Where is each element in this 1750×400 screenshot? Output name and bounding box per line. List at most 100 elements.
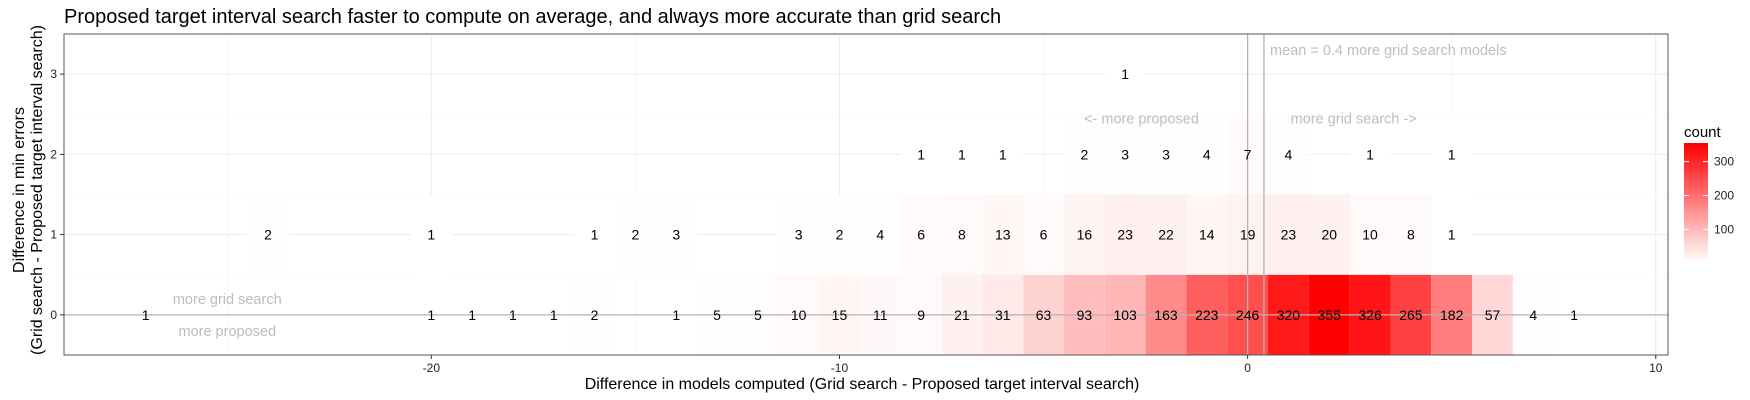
y-tick-label: 3 — [50, 67, 57, 81]
cell-count-label: 7 — [1244, 146, 1252, 162]
cell-count-label: 6 — [917, 227, 925, 243]
heatmap-cell — [819, 194, 860, 275]
heatmap-cell — [941, 194, 983, 275]
x-tick-label: -10 — [831, 361, 849, 375]
heatmap-cell — [614, 194, 656, 275]
cell-count-label: 15 — [832, 307, 848, 323]
cell-count-label: 13 — [995, 227, 1011, 243]
cell-count-label: 4 — [1203, 146, 1211, 162]
cell-count-label: 4 — [876, 227, 884, 243]
cell-count-label: 20 — [1321, 227, 1337, 243]
y-tick-label: 1 — [50, 228, 57, 242]
heatmap-cell — [1268, 194, 1309, 275]
heatmap-cell — [1349, 114, 1391, 195]
heatmap-cell — [1308, 194, 1350, 275]
cell-count-label: 1 — [672, 307, 680, 323]
cell-count-label: 246 — [1236, 307, 1260, 323]
cell-count-label: 1 — [468, 307, 476, 323]
heatmap-cell — [982, 114, 1024, 195]
heatmap-cell — [1063, 194, 1105, 275]
cell-count-label: 2 — [632, 227, 640, 243]
heatmap-cell — [1145, 194, 1187, 275]
y-axis-title-line-1: Difference in min errors — [11, 107, 28, 273]
annotation-text: more grid search -> — [1291, 111, 1417, 127]
cell-count-label: 355 — [1318, 307, 1342, 323]
heatmap-cell — [1390, 194, 1432, 275]
heatmap-cell — [1104, 34, 1146, 115]
heatmap-cell — [1104, 114, 1146, 195]
legend-tick-label: 100 — [1714, 222, 1734, 236]
cell-count-label: 8 — [1407, 227, 1415, 243]
cell-count-label: 1 — [427, 227, 435, 243]
cell-count-label: 22 — [1158, 227, 1174, 243]
color-legend: count 100 200 300 — [1684, 124, 1734, 263]
cell-count-label: 1 — [550, 307, 558, 323]
plot-border — [63, 33, 1669, 356]
cell-count-label: 1 — [509, 307, 517, 323]
cell-count-label: 5 — [713, 307, 721, 323]
cell-count-label: 10 — [1362, 227, 1378, 243]
chart-title: Proposed target interval search faster t… — [64, 6, 1001, 28]
cell-count-label: 103 — [1113, 307, 1137, 323]
y-tick-label: 0 — [50, 308, 57, 322]
cell-count-label: 4 — [1285, 146, 1293, 162]
heatmap-cell — [1349, 194, 1391, 275]
cell-count-label: 1 — [1448, 146, 1456, 162]
cell-count-label: 93 — [1077, 307, 1093, 323]
cell-count-label: 1 — [142, 307, 150, 323]
heatmap-cell — [982, 194, 1024, 275]
y-tick-label: 2 — [50, 147, 57, 161]
heatmap-cell — [1023, 194, 1064, 275]
cell-count-label: 1 — [917, 146, 925, 162]
cell-count-label: 14 — [1199, 227, 1215, 243]
cell-count-label: 2 — [264, 227, 272, 243]
y-axis-title-line-2: (Grid search - Proposed target interval … — [29, 25, 46, 355]
cell-count-label: 265 — [1399, 307, 1423, 323]
cell-count-label: 1 — [1570, 307, 1578, 323]
cell-count-label: 57 — [1485, 307, 1501, 323]
heatmap-cell — [1063, 114, 1105, 195]
heatmap-cell — [859, 194, 901, 275]
cell-count-label: 2 — [1080, 146, 1088, 162]
heatmap-cell — [655, 194, 697, 275]
cell-count-label: 163 — [1154, 307, 1178, 323]
cell-count-label: 2 — [836, 227, 844, 243]
x-axis: -20 -10 0 10 — [423, 355, 1663, 375]
cell-count-label: 5 — [754, 307, 762, 323]
cell-count-label: 8 — [958, 227, 966, 243]
heatmap-cell — [900, 114, 942, 195]
cell-count-label: 1 — [958, 146, 966, 162]
cell-count-label: 320 — [1277, 307, 1301, 323]
cell-count-label: 21 — [954, 307, 970, 323]
heatmap-cell — [574, 194, 615, 275]
reference-lines — [64, 34, 1668, 355]
y-axis: 0 1 2 3 — [50, 67, 64, 322]
x-tick-label: -20 — [423, 361, 441, 375]
heatmap-cell — [1431, 114, 1473, 195]
cell-count-label: 326 — [1358, 307, 1382, 323]
cell-count-label: 6 — [1040, 227, 1048, 243]
heatmap-cell — [1431, 194, 1473, 275]
cell-count-label: 1 — [1121, 66, 1129, 82]
heatmap-cell — [941, 114, 983, 195]
x-tick-label: 0 — [1244, 361, 1251, 375]
x-tick-label: 10 — [1649, 361, 1663, 375]
cell-count-label: 23 — [1117, 227, 1133, 243]
cell-count-label: 3 — [1121, 146, 1129, 162]
heatmap-cell — [1186, 194, 1228, 275]
cell-count-label: 1 — [591, 227, 599, 243]
heatmap-cell — [1145, 114, 1187, 195]
cell-count-label: 11 — [873, 307, 888, 323]
annotation-text: more grid search — [173, 292, 282, 308]
heatmap-cell — [778, 194, 820, 275]
cell-count-label: 1 — [1366, 146, 1374, 162]
heatmap-cell — [1104, 194, 1146, 275]
cell-count-label: 223 — [1195, 307, 1219, 323]
cell-count-label: 31 — [995, 307, 1011, 323]
x-axis-title: Difference in models computed (Grid sear… — [585, 376, 1140, 393]
annotation-text: more proposed — [178, 324, 276, 340]
cell-count-label: 1 — [1448, 227, 1456, 243]
cell-count-label: 1 — [999, 146, 1007, 162]
cell-count-label: 19 — [1240, 227, 1256, 243]
